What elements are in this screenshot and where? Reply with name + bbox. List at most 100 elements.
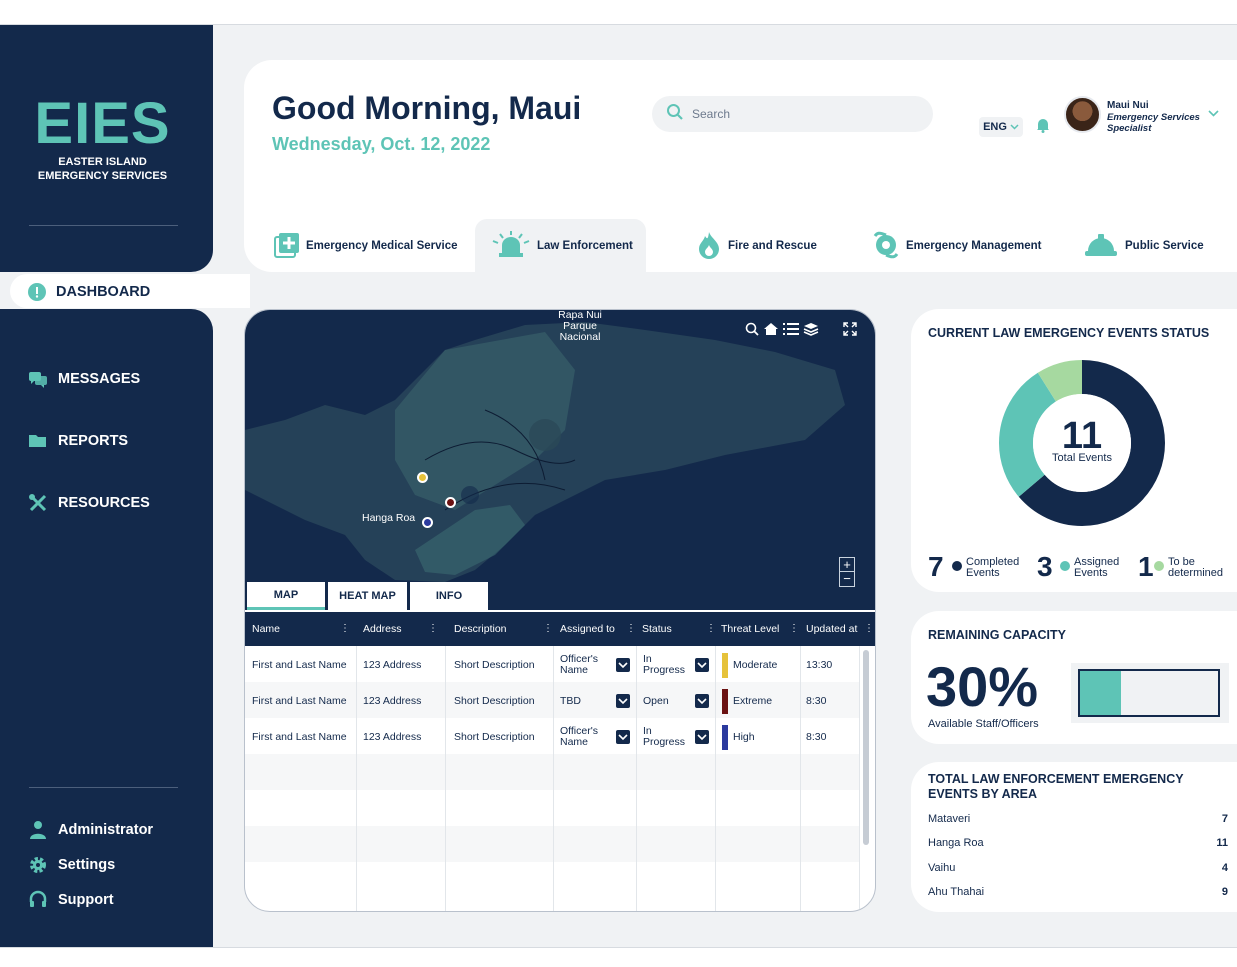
- map-label-park: Rapa Nui Parque Nacional: [558, 309, 602, 343]
- zoom-in-button[interactable]: +: [840, 558, 854, 572]
- tab-law-enforcement[interactable]: Law Enforcement: [492, 230, 633, 262]
- capacity-value: 30%: [926, 655, 1039, 718]
- table-row[interactable]: First and Last Name 123 Address Short De…: [252, 725, 827, 750]
- header-card: Good Morning, Maui Wednesday, Oct. 12, 2…: [244, 60, 1237, 272]
- date-label: Wednesday, Oct. 12, 2022: [272, 134, 491, 154]
- sidebar-item-support[interactable]: Support: [28, 887, 114, 913]
- list-item: Ahu Thahai 9: [928, 886, 1228, 898]
- map-toolbar: [745, 322, 857, 336]
- dropdown-checkbox[interactable]: [616, 658, 630, 672]
- column-header[interactable]: Assigned to: [560, 623, 615, 635]
- column-header[interactable]: Status: [642, 623, 672, 635]
- folder-icon: [28, 431, 48, 451]
- tab-fire-and-rescue[interactable]: Fire and Rescue: [697, 230, 817, 262]
- table-row[interactable]: First and Last Name 123 Address Short De…: [252, 653, 833, 678]
- column-header[interactable]: Name: [252, 623, 281, 635]
- tbd-label: To be determined: [1168, 556, 1224, 579]
- logo: EIES: [34, 91, 171, 156]
- dropdown-checkbox[interactable]: [616, 730, 630, 744]
- incident-marker[interactable]: [417, 472, 428, 483]
- chat-icon: [28, 369, 48, 389]
- sidebar-item-resources[interactable]: RESOURCES: [28, 490, 150, 516]
- sidebar-header: EIES EASTER ISLAND EMERGENCY SERVICES: [0, 25, 213, 272]
- medical-plus-icon: [271, 231, 299, 262]
- map-label-town: Hanga Roa: [362, 512, 416, 524]
- search-box[interactable]: [652, 96, 933, 132]
- threat-indicator: [722, 725, 728, 750]
- tab-emergency-medical-service[interactable]: Emergency Medical Service: [271, 230, 458, 262]
- donut-chart: [999, 360, 1165, 526]
- map-view[interactable]: Rapa Nui Parque Nacional Hanga Roa + − M…: [245, 309, 875, 610]
- tab-map[interactable]: MAP: [247, 582, 325, 610]
- card-title: CURRENT LAW EMERGENCY EVENTS STATUS: [928, 326, 1210, 340]
- completed-label: Completed Events: [966, 556, 1020, 579]
- bell-icon[interactable]: [1036, 117, 1050, 138]
- island-map-shape: [245, 322, 845, 582]
- incident-marker[interactable]: [445, 497, 456, 508]
- tab-public-service[interactable]: Public Service: [1084, 230, 1204, 262]
- sidebar-item-messages[interactable]: MESSAGES: [28, 366, 140, 392]
- table-row[interactable]: First and Last Name 123 Address Short De…: [245, 683, 859, 719]
- completed-count: 7: [928, 551, 944, 582]
- tools-icon: [28, 493, 48, 513]
- card-title: REMAINING CAPACITY: [928, 628, 1066, 642]
- capacity-bar: [1078, 669, 1220, 717]
- total-events-label: Total Events: [1052, 452, 1112, 464]
- zoom-control: + −: [839, 557, 855, 587]
- headset-icon: [28, 890, 48, 910]
- capacity-label: Available Staff/Officers: [928, 718, 1039, 730]
- logo-subtitle: EASTER ISLAND EMERGENCY SERVICES: [37, 156, 168, 182]
- gear-icon: [28, 855, 48, 875]
- divider: [29, 787, 178, 788]
- user-icon: [28, 820, 48, 840]
- column-header[interactable]: Description: [454, 623, 507, 635]
- tab-emergency-management[interactable]: Emergency Management: [873, 230, 1042, 262]
- events-by-area-card: TOTAL LAW ENFORCEMENT EMERGENCY EVENTS B…: [911, 762, 1237, 912]
- sidebar-item-settings[interactable]: Settings: [28, 852, 115, 878]
- sidebar-item-dashboard[interactable]: DASHBOARD: [28, 279, 150, 305]
- list-icon[interactable]: [783, 322, 799, 336]
- map-table-card: Rapa Nui Parque Nacional Hanga Roa + − M…: [244, 309, 876, 912]
- app-window: EIES EASTER ISLAND EMERGENCY SERVICES DA…: [0, 25, 1237, 947]
- avatar[interactable]: [1064, 96, 1101, 133]
- tab-info[interactable]: INFO: [410, 582, 488, 610]
- user-role: Emergency Services Specialist: [1107, 112, 1200, 134]
- home-icon[interactable]: [763, 322, 779, 336]
- sidebar-item-reports[interactable]: REPORTS: [28, 428, 128, 454]
- threat-indicator: [722, 653, 728, 678]
- table-scrollbar[interactable]: [863, 650, 869, 845]
- layers-icon[interactable]: [803, 322, 819, 336]
- column-header[interactable]: Updated at: [806, 623, 858, 635]
- language-select[interactable]: ENG: [979, 117, 1023, 137]
- total-events-value: 11: [1061, 415, 1103, 457]
- incident-marker[interactable]: [422, 517, 433, 528]
- completed-legend-dot: [952, 561, 962, 571]
- dropdown-checkbox[interactable]: [695, 730, 709, 744]
- sidebar-nav: MESSAGES REPORTS RESOURCES Administrator: [0, 309, 213, 947]
- assigned-label: Assigned Events: [1074, 556, 1120, 579]
- dropdown-checkbox[interactable]: [695, 658, 709, 672]
- capacity-card: REMAINING CAPACITY 30% Available Staff/O…: [911, 611, 1237, 744]
- siren-icon: [492, 230, 530, 262]
- hurricane-icon: [873, 230, 899, 263]
- active-nav-highlight: [10, 274, 250, 308]
- tab-heat-map[interactable]: HEAT MAP: [328, 582, 407, 610]
- list-item: Vaihu 4: [928, 862, 1228, 874]
- search-icon[interactable]: [745, 322, 759, 336]
- chevron-down-icon[interactable]: [1208, 104, 1219, 122]
- sidebar-item-administrator[interactable]: Administrator: [28, 817, 153, 843]
- column-header[interactable]: Address: [363, 623, 402, 635]
- column-header[interactable]: Threat Level: [721, 623, 780, 635]
- list-item: Mataveri 7: [928, 813, 1228, 825]
- greeting-title: Good Morning, Maui: [272, 90, 582, 126]
- assigned-legend-dot: [1060, 561, 1070, 571]
- search-input[interactable]: [692, 107, 912, 121]
- fullscreen-icon[interactable]: [843, 322, 857, 336]
- dropdown-checkbox[interactable]: [695, 694, 709, 708]
- dropdown-checkbox[interactable]: [616, 694, 630, 708]
- zoom-out-button[interactable]: −: [843, 571, 851, 586]
- assigned-count: 3: [1037, 551, 1053, 582]
- capacity-bar-fill: [1080, 671, 1122, 715]
- tbd-count: 1: [1138, 551, 1154, 582]
- card-title: TOTAL LAW ENFORCEMENT EMERGENCY EVENTS B…: [928, 772, 1184, 801]
